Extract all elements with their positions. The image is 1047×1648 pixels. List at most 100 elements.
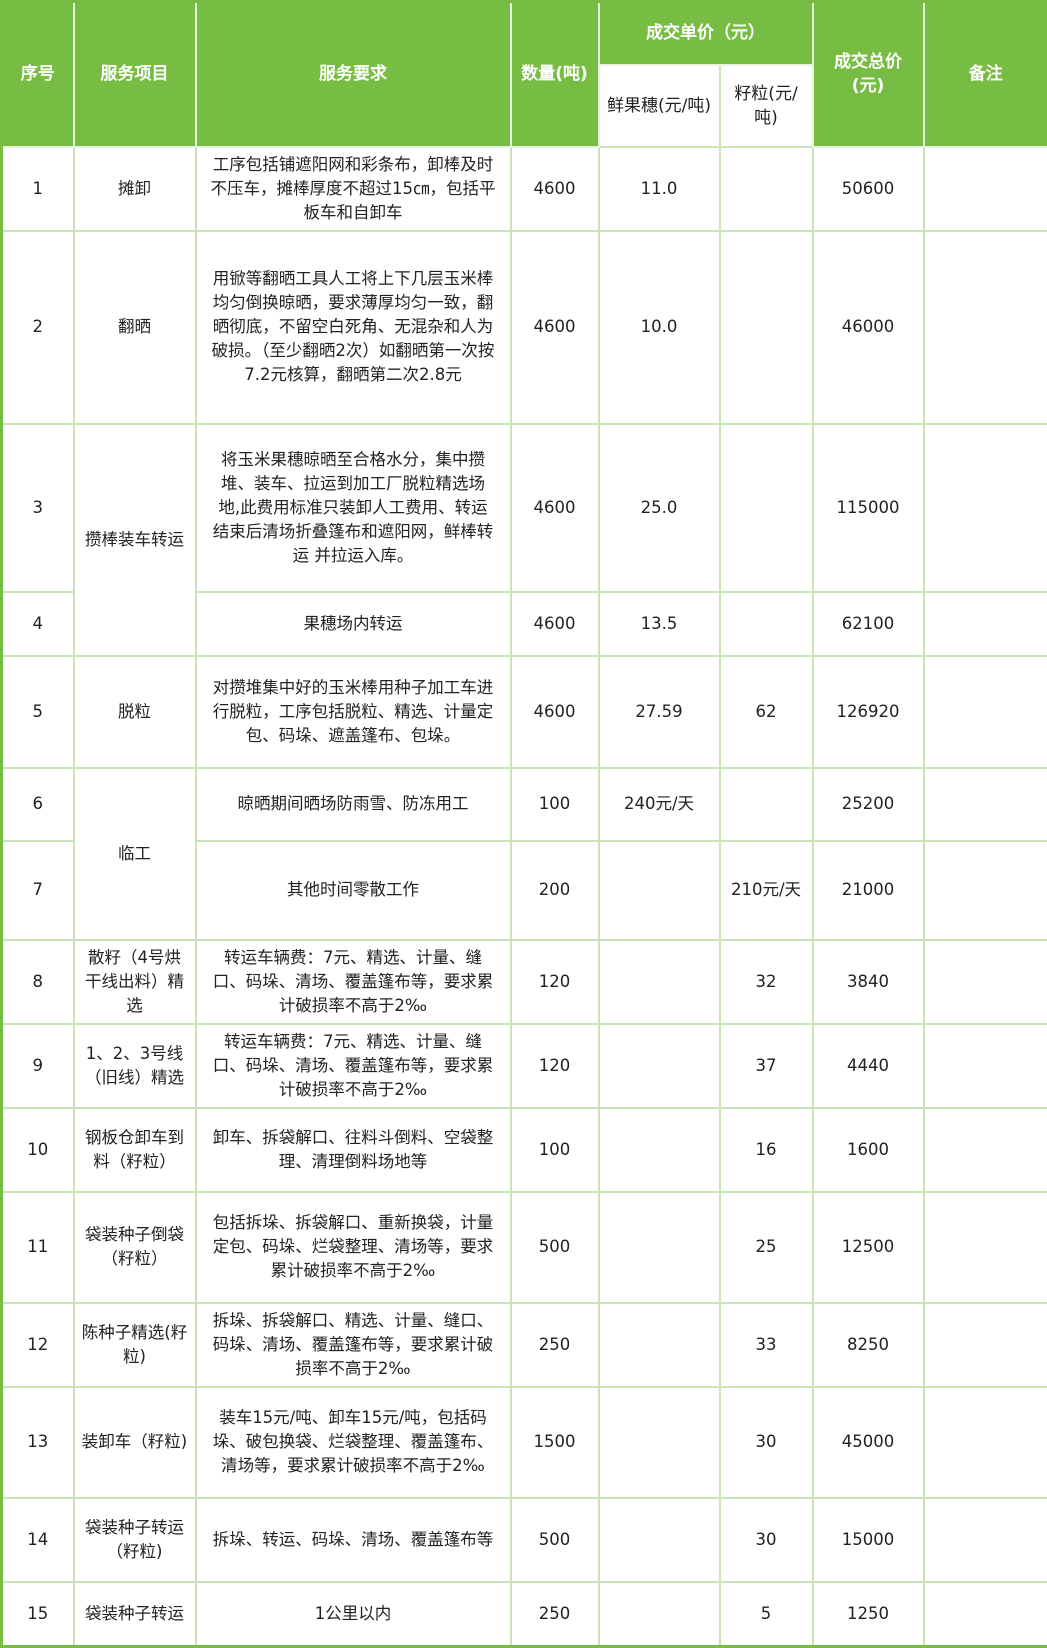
cell-fresh-price: 27.59 [599,656,720,768]
cell-quantity: 250 [511,1582,599,1647]
cell-requirement: 卸车、拆袋解口、往料斗倒料、空袋整理、清理倒料场地等 [196,1108,511,1192]
cell-no: 4 [2,592,74,656]
cell-note [924,231,1047,424]
header-seed: 籽粒(元/吨) [720,65,813,147]
header-no: 序号 [2,2,74,147]
cell-requirement: 晾晒期间晒场防雨雪、防冻用工 [196,768,511,841]
cell-no: 15 [2,1582,74,1647]
cell-total: 25200 [813,768,924,841]
cell-quantity: 120 [511,940,599,1024]
cell-no: 6 [2,768,74,841]
cell-quantity: 250 [511,1303,599,1387]
cell-quantity: 500 [511,1498,599,1582]
cell-note [924,592,1047,656]
header-item: 服务项目 [74,2,196,147]
header-unit-price: 成交单价（元） [599,2,813,65]
cell-item: 攒棒装车转运 [74,424,196,656]
cell-item: 钢板仓卸车到料（籽粒） [74,1108,196,1192]
cell-requirement: 装车15元/吨、卸车15元/吨，包括码垛、破包换袋、烂袋整理、覆盖篷布、清场等，… [196,1387,511,1498]
cell-total: 12500 [813,1192,924,1303]
cell-fresh-price: 240元/天 [599,768,720,841]
cell-item: 翻晒 [74,231,196,424]
cell-item: 散籽（4号烘干线出料）精选 [74,940,196,1024]
cell-fresh-price: 10.0 [599,231,720,424]
cell-no: 11 [2,1192,74,1303]
cell-quantity: 4600 [511,592,599,656]
cell-requirement: 转运车辆费：7元、精选、计量、缝口、码垛、清场、覆盖篷布等，要求累计破损率不高于… [196,940,511,1024]
cell-seed-price [720,231,813,424]
cell-total: 45000 [813,1387,924,1498]
cell-total: 46000 [813,231,924,424]
cell-no: 12 [2,1303,74,1387]
cell-item: 脱粒 [74,656,196,768]
cell-total: 1250 [813,1582,924,1647]
cell-fresh-price [599,940,720,1024]
cell-requirement: 转运车辆费：7元、精选、计量、缝口、码垛、清场、覆盖篷布等，要求累计破损率不高于… [196,1024,511,1108]
cell-requirement: 包括拆垛、拆袋解口、重新换袋，计量定包、码垛、烂袋整理、清场等，要求累计破损率不… [196,1192,511,1303]
cell-item: 袋装种子转运 [74,1582,196,1647]
cell-fresh-price [599,1498,720,1582]
cell-total: 62100 [813,592,924,656]
cell-seed-price: 210元/天 [720,841,813,940]
cell-fresh-price: 11.0 [599,147,720,231]
cell-note [924,656,1047,768]
cell-item: 袋装种子倒袋（籽粒） [74,1192,196,1303]
cell-item: 装卸车（籽粒) [74,1387,196,1498]
cell-no: 8 [2,940,74,1024]
cell-note [924,1024,1047,1108]
cell-seed-price: 16 [720,1108,813,1192]
cell-item: 临工 [74,768,196,940]
cell-note [924,1582,1047,1647]
cell-total: 4440 [813,1024,924,1108]
cell-total: 21000 [813,841,924,940]
cell-seed-price: 32 [720,940,813,1024]
cell-total: 115000 [813,424,924,592]
cell-seed-price: 37 [720,1024,813,1108]
cell-requirement: 果穗场内转运 [196,592,511,656]
cell-note [924,1387,1047,1498]
cell-no: 2 [2,231,74,424]
cell-no: 7 [2,841,74,940]
cell-note [924,1498,1047,1582]
cell-note [924,1108,1047,1192]
cell-quantity: 1500 [511,1387,599,1498]
header-quantity: 数量(吨) [511,2,599,147]
cell-note [924,841,1047,940]
cell-no: 14 [2,1498,74,1582]
cell-quantity: 4600 [511,231,599,424]
cell-fresh-price [599,1387,720,1498]
cell-no: 1 [2,147,74,231]
cell-requirement: 对攒堆集中好的玉米棒用种子加工车进行脱粒，工序包括脱粒、精选、计量定包、码垛、遮… [196,656,511,768]
header-requirement: 服务要求 [196,2,511,147]
cell-item: 摊卸 [74,147,196,231]
cell-no: 13 [2,1387,74,1498]
header-fresh: 鲜果穗(元/吨) [599,65,720,147]
cell-fresh-price [599,1024,720,1108]
cell-no: 10 [2,1108,74,1192]
cell-seed-price [720,424,813,592]
cell-no: 5 [2,656,74,768]
cell-item: 陈种子精选(籽粒) [74,1303,196,1387]
cell-fresh-price [599,1303,720,1387]
cell-fresh-price: 25.0 [599,424,720,592]
cell-seed-price [720,768,813,841]
cell-total: 50600 [813,147,924,231]
cell-seed-price [720,147,813,231]
cell-total: 1600 [813,1108,924,1192]
cell-fresh-price [599,841,720,940]
cell-seed-price: 30 [720,1387,813,1498]
cell-note [924,147,1047,231]
cell-seed-price: 30 [720,1498,813,1582]
cell-note [924,1192,1047,1303]
cell-seed-price: 62 [720,656,813,768]
cell-seed-price [720,592,813,656]
